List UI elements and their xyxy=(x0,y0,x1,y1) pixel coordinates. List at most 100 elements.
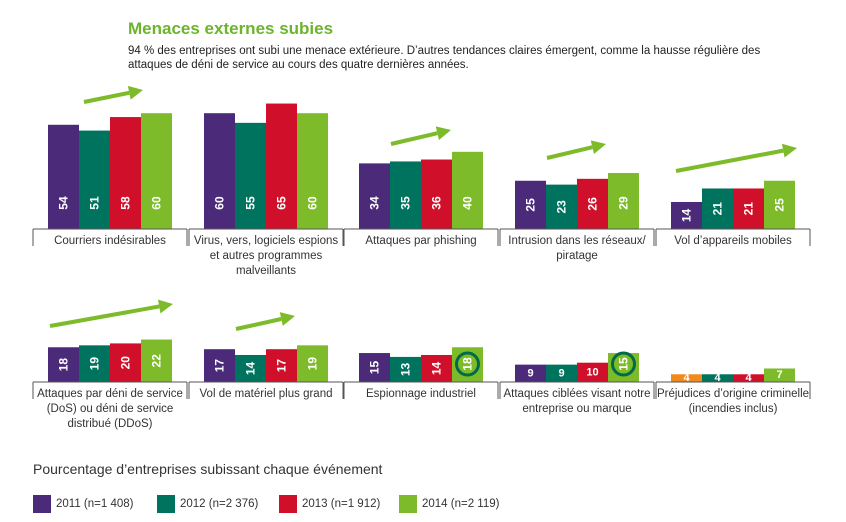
legend-swatch xyxy=(157,495,175,513)
bar-value-label: 36 xyxy=(430,196,444,210)
bar-value-label: 35 xyxy=(399,196,413,210)
bar-group: 60 55 65 60 xyxy=(188,103,344,246)
bar-group: 15 13 14 18 xyxy=(343,347,499,399)
bar xyxy=(702,374,733,382)
bar xyxy=(546,184,577,229)
bar-value-label: 65 xyxy=(275,196,289,210)
bar-group: 4 4 4 7 xyxy=(655,368,811,399)
trend-arrow-line xyxy=(235,317,282,331)
bar-value-label: 25 xyxy=(773,198,787,212)
trend-arrow-head xyxy=(590,140,606,155)
highlight-circle xyxy=(455,351,480,377)
bar-value-label: 13 xyxy=(399,362,413,376)
bar-group: 9 9 10 15 xyxy=(499,351,655,399)
bar-value-label: 60 xyxy=(306,196,320,210)
bar-value-label: 10 xyxy=(586,366,598,378)
bar-value-label: 17 xyxy=(213,359,227,373)
legend-label: 2011 (n=1 408) xyxy=(56,498,134,510)
bar xyxy=(204,349,235,382)
bar-value-label: 14 xyxy=(430,361,444,375)
trend-arrow-line xyxy=(83,90,130,104)
bar xyxy=(515,364,546,382)
trend-arrow-head xyxy=(157,299,173,314)
bar xyxy=(390,161,421,229)
bar xyxy=(452,151,483,229)
bar-value-label: 29 xyxy=(617,196,631,210)
bar xyxy=(671,374,702,382)
trend-arrow-line xyxy=(49,304,160,328)
bar xyxy=(702,188,733,229)
bar-value-label: 21 xyxy=(711,202,725,216)
bar-value-label: 18 xyxy=(57,358,71,372)
trend-arrow-head xyxy=(435,126,451,140)
bar-value-label: 34 xyxy=(368,196,382,210)
bar-value-label: 40 xyxy=(461,196,475,210)
category-label: Virus, vers, logiciels espions et autres… xyxy=(193,235,339,277)
legend-label: 2014 (n=2 119) xyxy=(422,498,500,510)
legend-item-2012: 2012 (n=2 376) xyxy=(157,495,258,513)
trend-arrow-line xyxy=(546,145,593,160)
bar-value-label: 26 xyxy=(586,197,600,211)
legend-item-2011: 2011 (n=1 408) xyxy=(33,495,133,513)
bar-group: 54 51 58 60 xyxy=(32,85,188,246)
bar-group: 14 21 21 25 xyxy=(655,143,811,246)
bar-value-label: 21 xyxy=(742,202,756,216)
bar xyxy=(733,374,764,382)
bar-value-label: 60 xyxy=(213,196,227,210)
bar xyxy=(110,117,141,229)
bar-group: 18 19 20 22 xyxy=(32,299,188,399)
bar xyxy=(297,113,328,229)
bar-value-label: 4 xyxy=(745,372,752,384)
bar-value-label: 19 xyxy=(88,357,102,371)
bar xyxy=(141,339,172,382)
category-label: Intrusion dans les réseaux/ piratage xyxy=(508,235,646,262)
bar xyxy=(733,188,764,229)
bar xyxy=(671,201,702,229)
bar xyxy=(546,364,577,382)
category-label: Préjudices d’origine criminelle (incendi… xyxy=(656,388,810,415)
bar xyxy=(297,345,328,382)
bar-value-label: 9 xyxy=(558,367,564,379)
bar xyxy=(764,368,795,382)
bar-value-label: 22 xyxy=(150,354,164,368)
bar-value-label: 4 xyxy=(714,372,721,384)
bar xyxy=(515,180,546,229)
bar xyxy=(577,178,608,229)
bar-group: 34 35 36 40 xyxy=(343,126,499,246)
legend-swatch xyxy=(279,495,297,513)
legend-swatch xyxy=(33,495,51,513)
bar xyxy=(235,354,266,382)
bar xyxy=(390,356,421,382)
bar xyxy=(577,362,608,382)
bar-value-label: 58 xyxy=(119,196,133,210)
bar xyxy=(421,159,452,229)
bar xyxy=(266,103,297,229)
bar-group: 17 14 17 19 xyxy=(188,312,344,399)
legend-swatch xyxy=(399,495,417,513)
bar xyxy=(48,347,79,382)
category-label: Attaques par déni de service (DoS) ou dé… xyxy=(37,388,183,430)
bar-value-label: 15 xyxy=(368,361,382,375)
legend-label: 2012 (n=2 376) xyxy=(180,498,259,510)
bar xyxy=(266,349,297,382)
category-label: Vol de matériel plus grand xyxy=(199,388,333,400)
bar xyxy=(204,113,235,229)
bar-value-label: 7 xyxy=(776,369,782,381)
bar xyxy=(79,130,110,229)
bar-value-label: 9 xyxy=(527,367,533,379)
bar-value-label: 19 xyxy=(306,357,320,371)
trend-arrow-head xyxy=(279,312,295,326)
trend-arrow-head xyxy=(127,85,143,100)
bar-value-label: 23 xyxy=(555,200,569,214)
bar-value-label: 51 xyxy=(88,196,102,210)
bar-value-label: 20 xyxy=(119,356,133,370)
bar-value-label: 15 xyxy=(617,357,631,371)
bar xyxy=(359,163,390,229)
bar-value-label: 18 xyxy=(461,357,475,371)
bar xyxy=(235,122,266,229)
bar xyxy=(608,173,639,229)
bar-value-label: 60 xyxy=(150,196,164,210)
bar-value-label: 55 xyxy=(244,196,258,210)
bar xyxy=(110,343,141,382)
legend-item-2014: 2014 (n=2 119) xyxy=(399,495,499,513)
